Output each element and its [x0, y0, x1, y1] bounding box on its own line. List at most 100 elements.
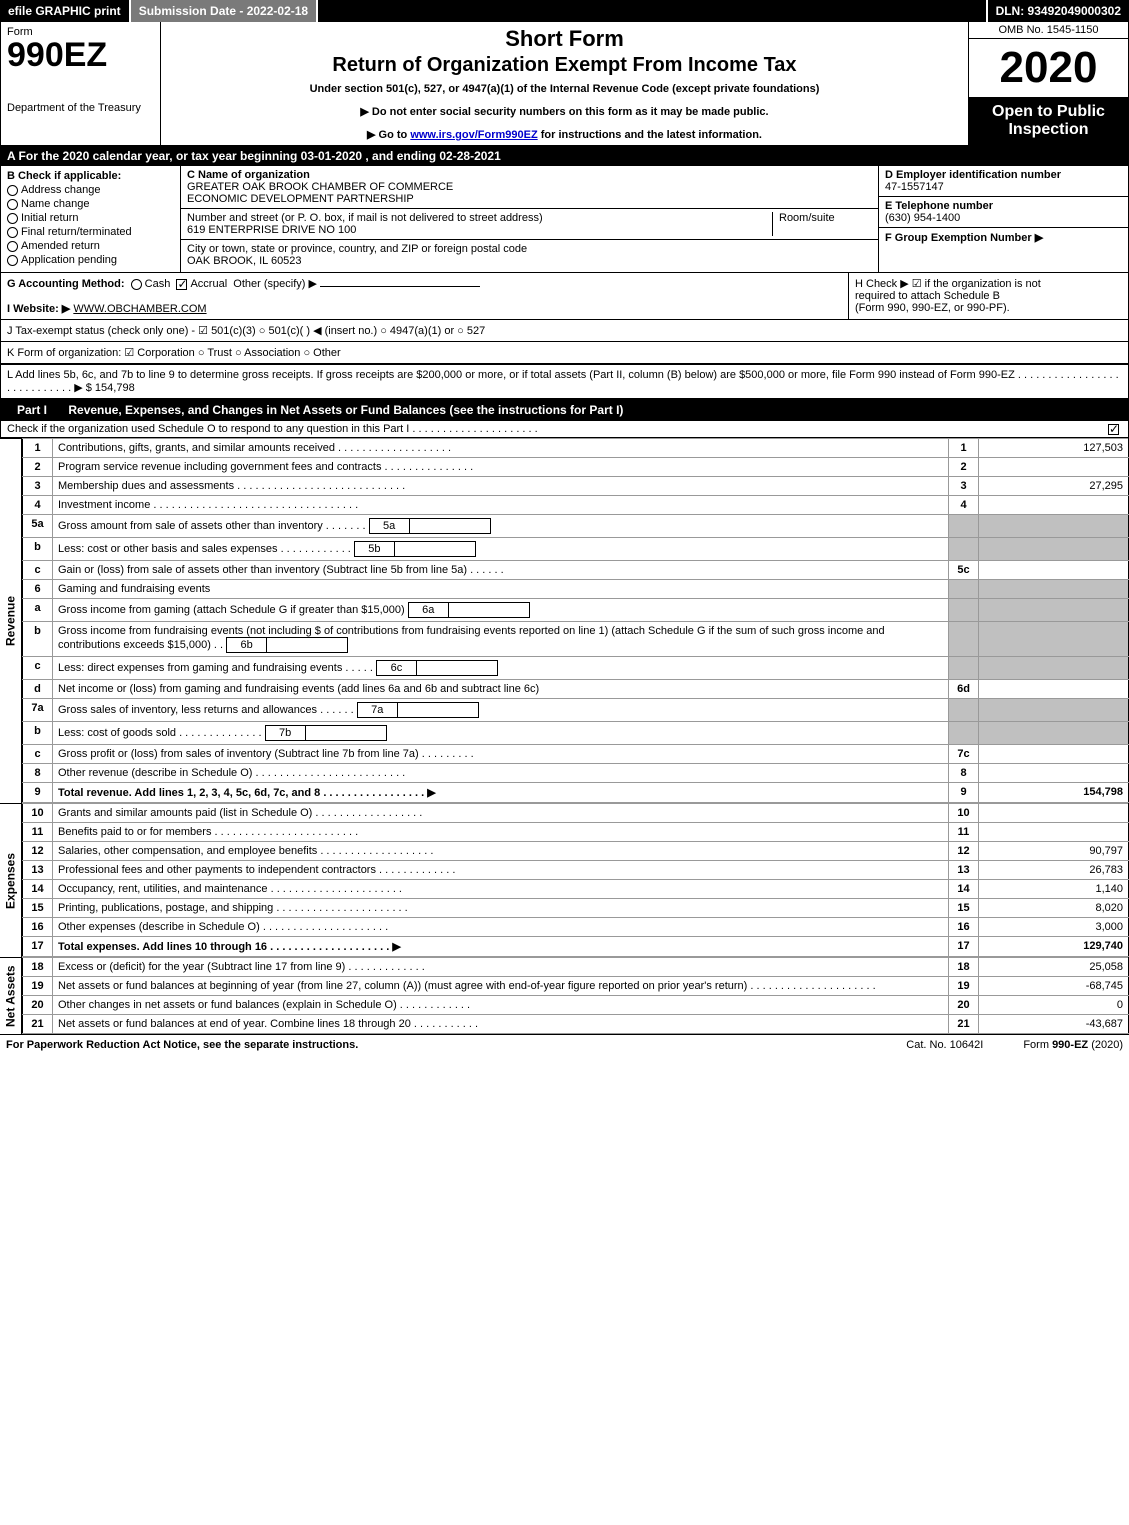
- box-l: L Add lines 5b, 6c, and 7b to line 9 to …: [0, 365, 1129, 399]
- table-row: 9Total revenue. Add lines 1, 2, 3, 4, 5c…: [23, 783, 1129, 803]
- box-h-line2: required to attach Schedule B: [855, 290, 1000, 302]
- room-label: Room/suite: [779, 212, 835, 224]
- line-number: 10: [23, 804, 53, 823]
- line-amount: 90,797: [979, 842, 1129, 861]
- other-specify-input[interactable]: [320, 286, 480, 287]
- line-amount: [979, 745, 1129, 764]
- part-i-checkbox[interactable]: [1108, 424, 1119, 435]
- line-number: 15: [23, 899, 53, 918]
- table-row: 14Occupancy, rent, utilities, and mainte…: [23, 880, 1129, 899]
- line-number: c: [23, 745, 53, 764]
- line-description: Less: cost of goods sold . . . . . . . .…: [53, 722, 949, 745]
- period-row: A For the 2020 calendar year, or tax yea…: [0, 146, 1129, 166]
- table-row: 15Printing, publications, postage, and s…: [23, 899, 1129, 918]
- line-amount: 129,740: [979, 937, 1129, 957]
- table-row: 16Other expenses (describe in Schedule O…: [23, 918, 1129, 937]
- table-row: 11Benefits paid to or for members . . . …: [23, 823, 1129, 842]
- table-row: 6Gaming and fundraising events: [23, 580, 1129, 599]
- chk-application-pending[interactable]: Application pending: [7, 254, 174, 266]
- table-row: bLess: cost of goods sold . . . . . . . …: [23, 722, 1129, 745]
- line-key: 15: [949, 899, 979, 918]
- line-description: Other changes in net assets or fund bala…: [53, 996, 949, 1015]
- chk-final-return[interactable]: Final return/terminated: [7, 226, 174, 238]
- line-number: d: [23, 680, 53, 699]
- website-value[interactable]: WWW.OBCHAMBER.COM: [73, 303, 206, 315]
- chk-address-change[interactable]: Address change: [7, 184, 174, 196]
- line-number: 16: [23, 918, 53, 937]
- line-amount: [979, 680, 1129, 699]
- part-i-check-row: Check if the organization used Schedule …: [0, 421, 1129, 438]
- line-key: 21: [949, 1015, 979, 1034]
- line-description: Other expenses (describe in Schedule O) …: [53, 918, 949, 937]
- city-label: City or town, state or province, country…: [187, 243, 527, 255]
- box-b: B Check if applicable: Address change Na…: [1, 166, 181, 272]
- revenue-vlabel: Revenue: [0, 438, 22, 803]
- box-h-line3: (Form 990, 990-EZ, or 990-PF).: [855, 302, 1010, 314]
- boxes-def: D Employer identification number 47-1557…: [878, 166, 1128, 272]
- line-number: 6: [23, 580, 53, 599]
- box-g: G Accounting Method: Cash Accrual Other …: [1, 273, 848, 319]
- radio-cash[interactable]: [131, 279, 142, 290]
- line-number: b: [23, 538, 53, 561]
- part-i-title: Revenue, Expenses, and Changes in Net As…: [68, 403, 623, 417]
- table-row: aGross income from gaming (attach Schedu…: [23, 599, 1129, 622]
- line-number: a: [23, 599, 53, 622]
- chk-initial-return[interactable]: Initial return: [7, 212, 174, 224]
- dln-label: DLN: 93492049000302: [986, 0, 1129, 22]
- footer-left: For Paperwork Reduction Act Notice, see …: [6, 1039, 358, 1051]
- line-number: 11: [23, 823, 53, 842]
- line-description: Total revenue. Add lines 1, 2, 3, 4, 5c,…: [53, 783, 949, 803]
- irs-link[interactable]: www.irs.gov/Form990EZ: [410, 129, 537, 141]
- accrual-label: Accrual: [190, 278, 227, 290]
- line-amount: [979, 722, 1129, 745]
- box-g-label: G Accounting Method:: [7, 278, 125, 290]
- chk-accrual[interactable]: [176, 279, 187, 290]
- efile-print-label[interactable]: efile GRAPHIC print: [0, 0, 131, 22]
- line-key: 1: [949, 439, 979, 458]
- line-amount: -68,745: [979, 977, 1129, 996]
- box-j: J Tax-exempt status (check only one) - ☑…: [0, 320, 1129, 342]
- table-row: 1Contributions, gifts, grants, and simil…: [23, 439, 1129, 458]
- chk-amended-return[interactable]: Amended return: [7, 240, 174, 252]
- line-key: [949, 515, 979, 538]
- line-number: 8: [23, 764, 53, 783]
- box-k: K Form of organization: ☑ Corporation ○ …: [0, 342, 1129, 365]
- line-key: 16: [949, 918, 979, 937]
- box-f-label: F Group Exemption Number ▶: [885, 232, 1043, 244]
- line-amount: [979, 599, 1129, 622]
- line-amount: [979, 764, 1129, 783]
- table-row: 3Membership dues and assessments . . . .…: [23, 477, 1129, 496]
- page-footer: For Paperwork Reduction Act Notice, see …: [0, 1034, 1129, 1055]
- line-description: Total expenses. Add lines 10 through 16 …: [53, 937, 949, 957]
- revenue-section: Revenue 1Contributions, gifts, grants, a…: [0, 438, 1129, 803]
- street-value: 619 ENTERPRISE DRIVE NO 100: [187, 224, 356, 236]
- line-description: Investment income . . . . . . . . . . . …: [53, 496, 949, 515]
- table-row: 19Net assets or fund balances at beginni…: [23, 977, 1129, 996]
- city-value: OAK BROOK, IL 60523: [187, 255, 302, 267]
- line-amount: [979, 458, 1129, 477]
- table-row: dNet income or (loss) from gaming and fu…: [23, 680, 1129, 699]
- line-amount: [979, 496, 1129, 515]
- line-key: [949, 722, 979, 745]
- line-amount: [979, 622, 1129, 657]
- line-description: Gain or (loss) from sale of assets other…: [53, 561, 949, 580]
- line-key: [949, 657, 979, 680]
- line-description: Gross sales of inventory, less returns a…: [53, 699, 949, 722]
- line-number: 4: [23, 496, 53, 515]
- line-amount: [979, 699, 1129, 722]
- line-description: Program service revenue including govern…: [53, 458, 949, 477]
- line-number: c: [23, 561, 53, 580]
- line-key: 4: [949, 496, 979, 515]
- line-number: 7a: [23, 699, 53, 722]
- tax-year: 2020: [969, 39, 1128, 97]
- chk-name-change[interactable]: Name change: [7, 198, 174, 210]
- line-description: Membership dues and assessments . . . . …: [53, 477, 949, 496]
- line-key: [949, 599, 979, 622]
- line-number: 12: [23, 842, 53, 861]
- return-title: Return of Organization Exempt From Incom…: [167, 54, 962, 77]
- line-description: Net income or (loss) from gaming and fun…: [53, 680, 949, 699]
- goto-pre: ▶ Go to: [367, 129, 410, 141]
- line-key: [949, 580, 979, 599]
- line-amount: 26,783: [979, 861, 1129, 880]
- line-key: 6d: [949, 680, 979, 699]
